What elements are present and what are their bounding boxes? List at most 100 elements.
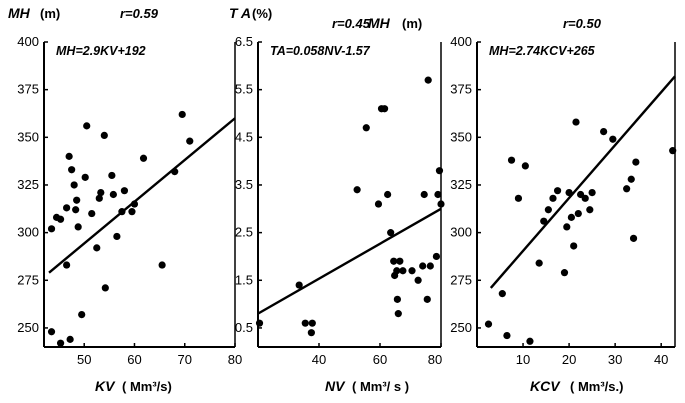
data-point: [384, 190, 392, 199]
y-tick-label: 250: [17, 320, 39, 335]
y-tick-label: 0.5: [235, 320, 253, 335]
x-tick-label: 40: [654, 352, 668, 367]
data-point: [109, 190, 117, 199]
data-point: [108, 171, 116, 180]
regression-equation: MH=2.74KCV+265: [489, 44, 596, 58]
y-tick-label: 6.5: [235, 34, 253, 49]
data-point: [435, 167, 444, 175]
data-point: [47, 328, 56, 336]
data-point: [393, 267, 401, 275]
regression-equation: TA=0.058NV-1.57: [270, 44, 371, 58]
data-point: [56, 215, 65, 223]
y-tick-label: 300: [450, 225, 472, 240]
data-point: [396, 257, 404, 265]
y-tick-label: 2.5: [235, 225, 253, 240]
x-axis-title: NV: [325, 378, 346, 394]
regression-line: [257, 207, 442, 315]
y-axis-unit: (%): [252, 6, 272, 21]
data-point: [307, 329, 315, 337]
x-tick-label: 30: [608, 352, 622, 367]
regression-line: [48, 117, 236, 274]
data-point: [72, 206, 80, 214]
data-point: [498, 290, 506, 298]
y-tick-label: 5.5: [235, 82, 253, 97]
data-point: [426, 262, 434, 270]
data-point: [507, 156, 516, 164]
correlation-label: r=0.59: [120, 6, 159, 21]
data-point: [632, 158, 640, 166]
data-point: [65, 152, 73, 160]
data-point: [83, 122, 91, 130]
x-tick-label: 70: [178, 352, 192, 367]
data-point: [74, 223, 82, 231]
scatter-panel-1: 250 275 300 325 350 375 400 50 60 70 80 MH=2.9KV+19…: [17, 34, 242, 367]
data-point: [97, 188, 105, 197]
data-point: [484, 320, 493, 328]
data-point: [423, 295, 431, 303]
data-point: [139, 154, 148, 162]
data-point: [47, 225, 56, 233]
x-axis-unit: ( Mm³/s.): [570, 379, 623, 394]
data-point: [581, 194, 589, 202]
data-point: [560, 269, 569, 277]
data-point: [629, 234, 638, 242]
data-point: [81, 173, 89, 181]
data-point: [178, 110, 186, 119]
data-point: [544, 206, 552, 214]
y-tick-label: 400: [450, 34, 472, 49]
x-axis-title: KV: [95, 378, 116, 394]
data-point: [399, 267, 407, 275]
data-point: [432, 252, 441, 261]
y-tick-label: 400: [17, 34, 39, 49]
data-point: [295, 281, 303, 289]
data-point: [68, 166, 76, 174]
x-tick-label: 60: [127, 352, 141, 367]
data-point: [567, 213, 575, 221]
y-tick-label: 250: [450, 320, 472, 335]
data-point: [70, 181, 78, 189]
data-point: [66, 335, 74, 343]
data-point: [570, 242, 578, 250]
data-point: [63, 204, 71, 212]
data-point: [414, 276, 422, 284]
data-point: [540, 217, 548, 225]
y-tick-label: 1.5: [235, 272, 253, 287]
data-point: [353, 186, 361, 194]
x-tick-label: 20: [562, 352, 576, 367]
regression-equation: MH=2.9KV+192: [56, 44, 146, 58]
data-point: [565, 188, 573, 197]
data-point: [362, 124, 370, 132]
data-point: [113, 232, 121, 241]
data-point: [600, 127, 608, 136]
x-tick-label: 80: [428, 352, 442, 367]
data-point: [627, 175, 635, 183]
data-point: [101, 284, 109, 292]
data-point: [563, 223, 571, 231]
data-point: [118, 208, 126, 216]
data-point: [572, 118, 580, 126]
x-tick-label: 10: [516, 352, 530, 367]
data-point: [420, 190, 428, 199]
y-tick-label: 4.5: [235, 129, 253, 144]
data-point: [78, 310, 86, 319]
data-point: [669, 147, 677, 155]
data-point: [390, 257, 398, 265]
data-point: [93, 244, 101, 252]
data-point: [128, 208, 136, 216]
x-tick-label: 50: [77, 352, 91, 367]
y-axis-title: MH: [8, 5, 31, 21]
data-point: [526, 337, 534, 345]
x-tick-label: 60: [373, 352, 387, 367]
y-tick-label: 375: [450, 82, 472, 97]
data-point: [437, 200, 445, 208]
data-point: [374, 200, 383, 208]
data-point: [393, 295, 401, 303]
data-point: [553, 187, 562, 195]
data-point: [387, 229, 395, 237]
data-point: [158, 261, 166, 269]
y-tick-label: 350: [450, 129, 472, 144]
y-axis-unit: (m): [40, 6, 60, 21]
data-point: [574, 209, 582, 218]
data-point: [88, 209, 96, 218]
